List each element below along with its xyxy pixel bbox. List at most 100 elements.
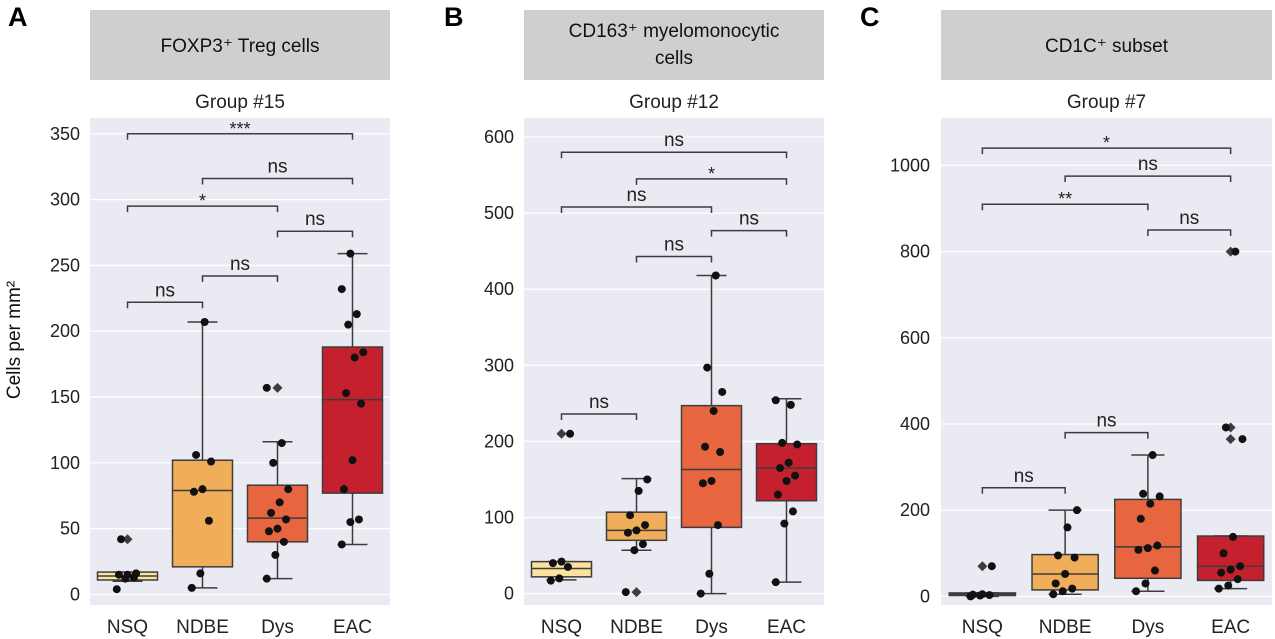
- box-nsq: [96, 534, 159, 594]
- bracket-label: **: [1058, 189, 1072, 209]
- data-point: [778, 438, 787, 447]
- bracket-label: ns: [739, 209, 759, 230]
- bracket-line: [981, 147, 1232, 155]
- data-point: [196, 569, 205, 578]
- data-point: [713, 521, 722, 530]
- bracket-label: ns: [305, 209, 325, 230]
- data-point: [791, 471, 800, 480]
- data-point: [114, 570, 123, 579]
- significance-bracket: *: [126, 191, 279, 213]
- y-tick-label: 200: [900, 500, 930, 520]
- box-dys: [246, 382, 309, 583]
- data-point: [1146, 499, 1155, 508]
- data-point: [638, 540, 647, 549]
- x-tick-label: Dys: [695, 617, 728, 638]
- data-point: [793, 440, 802, 449]
- data-point: [198, 485, 207, 494]
- bracket-line: [201, 275, 279, 282]
- data-point: [204, 516, 213, 525]
- significance-bracket: ns: [981, 466, 1066, 494]
- data-point: [273, 524, 282, 533]
- data-point: [346, 518, 355, 527]
- chart-title: Group #7: [1067, 92, 1146, 113]
- box-ndbe: [171, 318, 234, 592]
- significance-bracket: ns: [1064, 154, 1232, 183]
- panel-header-box: [941, 10, 1272, 80]
- box-nsq: [948, 561, 1017, 601]
- y-tick-label: 200: [484, 431, 514, 451]
- x-tick-label: NDBE: [610, 617, 663, 638]
- data-point: [1217, 568, 1226, 577]
- data-point: [773, 490, 782, 499]
- data-point: [262, 383, 271, 392]
- data-point: [284, 485, 293, 494]
- chart-panel-a: A FOXP3⁺ Treg cells Group #15 0 50 100 150 200 2…: [8, 2, 390, 638]
- data-point: [696, 589, 705, 598]
- data-point: [1143, 544, 1152, 553]
- data-point: [354, 515, 363, 524]
- data-point: [1150, 566, 1159, 575]
- data-point: [643, 475, 652, 484]
- y-tick-label: 500: [484, 203, 514, 223]
- significance-bracket: ns: [560, 185, 713, 214]
- y-tick-label: 0: [504, 584, 514, 604]
- data-point: [716, 448, 725, 457]
- bracket-line: [126, 133, 354, 140]
- y-tick-label: 400: [484, 279, 514, 299]
- data-point: [709, 406, 718, 415]
- box-eac: [1196, 246, 1265, 593]
- data-point: [350, 353, 359, 362]
- data-point: [1070, 553, 1079, 562]
- significance-bracket: ns: [1064, 411, 1149, 439]
- bracket-line: [126, 205, 279, 213]
- outlier-marker: [556, 428, 567, 439]
- data-point: [1132, 587, 1141, 596]
- bracket-line: [126, 301, 204, 309]
- data-point: [782, 476, 791, 485]
- data-point: [557, 557, 566, 566]
- bracket-line: [635, 255, 713, 263]
- box-body: [755, 442, 818, 502]
- box-nsq: [530, 428, 593, 585]
- data-point: [1141, 579, 1150, 588]
- outlier-marker: [272, 382, 283, 393]
- significance-bracket: **: [981, 189, 1149, 211]
- bracket-label: ns: [1138, 154, 1158, 175]
- data-point: [555, 574, 564, 583]
- significance-bracket: ns: [126, 280, 204, 309]
- data-point: [348, 456, 357, 465]
- data-point: [1068, 584, 1077, 593]
- y-tick-label: 50: [60, 519, 80, 539]
- data-point: [359, 348, 368, 357]
- data-point: [978, 590, 987, 599]
- plot-area: [524, 118, 824, 605]
- chart-panel-b: B CD163⁺ myelomonocytic cells Group #12 0 100…: [444, 2, 824, 638]
- data-point: [1134, 545, 1143, 554]
- bracket-line: [1064, 431, 1149, 439]
- panel-header-box: [524, 10, 824, 80]
- data-point: [1054, 551, 1063, 560]
- data-point: [546, 576, 555, 585]
- data-point: [1238, 435, 1247, 444]
- panel-header-text: CD1C⁺ subset: [1045, 36, 1169, 57]
- data-point: [780, 519, 789, 528]
- data-point: [282, 515, 291, 524]
- data-point: [1155, 492, 1164, 501]
- data-point: [117, 535, 126, 544]
- box-eac: [755, 396, 818, 587]
- data-point: [1214, 584, 1223, 593]
- y-tick-label: 200: [50, 321, 80, 341]
- chart-title: Group #12: [629, 92, 719, 113]
- data-point: [337, 540, 346, 549]
- bracket-label: *: [1103, 133, 1110, 153]
- data-point: [189, 487, 198, 496]
- box-dys: [680, 271, 743, 598]
- significance-bracket: ns: [201, 254, 279, 282]
- data-point: [634, 486, 643, 495]
- x-tick-label: EAC: [333, 617, 372, 638]
- y-tick-label: 600: [900, 328, 930, 348]
- box-body: [1196, 535, 1265, 582]
- data-point: [1233, 575, 1242, 584]
- box-body: [171, 459, 234, 568]
- plot-area: [941, 118, 1272, 605]
